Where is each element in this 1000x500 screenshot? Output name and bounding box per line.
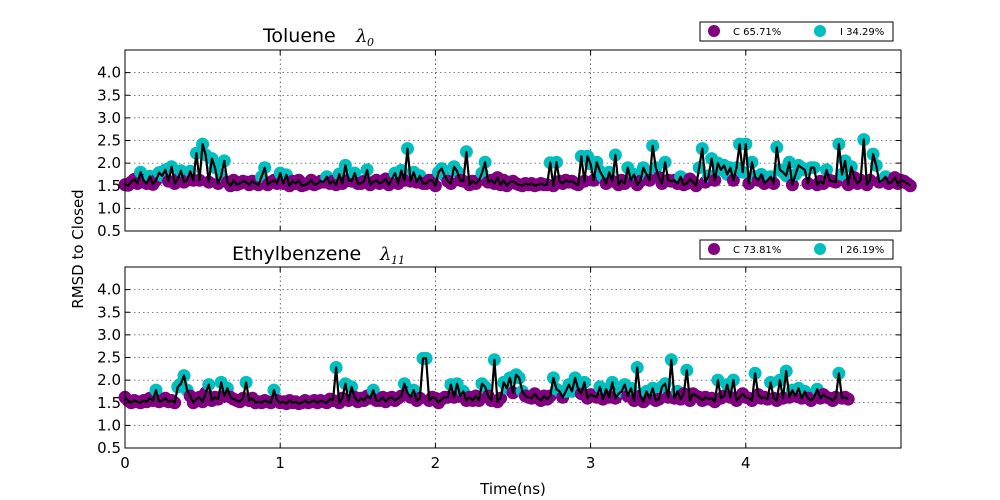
ethylbenzene-series-polyline bbox=[124, 357, 849, 405]
ethylbenzene-x-tick-label: 3 bbox=[586, 454, 596, 472]
toluene-legend: C 65.71% I 34.29% bbox=[699, 21, 894, 42]
ethylbenzene-title-subscript: 11 bbox=[391, 254, 405, 267]
toluene-y-tick-label: 2.0 bbox=[97, 154, 121, 172]
ethylbenzene-legend-box bbox=[699, 239, 894, 260]
toluene-y-tick-label: 1.0 bbox=[97, 199, 121, 217]
ethylbenzene-y-tick-label: 2.5 bbox=[97, 349, 121, 367]
toluene-title-symbol: λ bbox=[355, 26, 367, 47]
ethylbenzene-series-line bbox=[124, 357, 849, 405]
toluene-legend-box bbox=[699, 21, 894, 42]
toluene-y-tick-label: 3.5 bbox=[97, 86, 121, 104]
ethylbenzene-x-tick-label: 0 bbox=[120, 454, 130, 472]
ethylbenzene-legend-marker-c bbox=[708, 243, 720, 255]
toluene-y-tick-label: 1.5 bbox=[97, 177, 121, 195]
toluene-y-tick-label: 0.5 bbox=[97, 222, 121, 240]
y-axis-label: RMSD to Closed bbox=[69, 189, 87, 308]
toluene-legend-marker-c bbox=[708, 25, 720, 37]
toluene-title: Toluene bbox=[262, 25, 336, 47]
toluene-legend-label-c: C 65.71% bbox=[733, 27, 781, 38]
ethylbenzene-legend-marker-i bbox=[814, 243, 826, 255]
ethylbenzene-legend-label-c: C 73.81% bbox=[733, 245, 781, 256]
ethylbenzene-panel: 0.5 1.0 1.5 2.0 2.5 3.0 3.5 4.0 0 1 2 3 4 Ethylbenz… bbox=[97, 239, 902, 472]
ethylbenzene-title-symbol: λ bbox=[379, 244, 391, 265]
toluene-panel: 0.5 1.0 1.5 2.0 2.5 3.0 3.5 4.0 Toluene λ 0 C 6… bbox=[97, 21, 917, 240]
ethylbenzene-x-tick-label: 4 bbox=[741, 454, 751, 472]
toluene-legend-label-i: I 34.29% bbox=[840, 27, 884, 38]
toluene-legend-marker-i bbox=[814, 25, 826, 37]
toluene-x-ticks bbox=[124, 50, 747, 231]
ethylbenzene-legend: C 73.81% I 26.19% bbox=[699, 239, 894, 260]
ethylbenzene-y-ticks: 0.5 1.0 1.5 2.0 2.5 3.0 3.5 4.0 bbox=[97, 281, 901, 457]
ethylbenzene-y-tick-label: 3.5 bbox=[97, 303, 121, 321]
toluene-y-tick-label: 4.0 bbox=[97, 64, 121, 82]
ethylbenzene-x-ticks: 0 1 2 3 4 bbox=[120, 267, 751, 472]
ethylbenzene-legend-label-i: I 26.19% bbox=[840, 245, 884, 256]
toluene-y-tick-label: 3.0 bbox=[97, 109, 121, 127]
toluene-series-polyline bbox=[124, 138, 911, 187]
ethylbenzene-y-tick-label: 0.5 bbox=[97, 439, 121, 457]
ethylbenzene-x-tick-label: 2 bbox=[431, 454, 441, 472]
toluene-y-ticks: 0.5 1.0 1.5 2.0 2.5 3.0 3.5 4.0 bbox=[97, 64, 901, 240]
ethylbenzene-y-tick-label: 3.0 bbox=[97, 326, 121, 344]
ethylbenzene-x-tick-label: 1 bbox=[275, 454, 285, 472]
x-axis-label: Time(ns) bbox=[479, 480, 546, 498]
toluene-series-line bbox=[124, 138, 911, 187]
toluene-title-subscript: 0 bbox=[367, 36, 374, 49]
ethylbenzene-y-tick-label: 1.0 bbox=[97, 416, 121, 434]
ethylbenzene-y-tick-label: 4.0 bbox=[97, 281, 121, 299]
ethylbenzene-title: Ethylbenzene bbox=[232, 243, 361, 265]
ethylbenzene-y-tick-label: 1.5 bbox=[97, 394, 121, 412]
ethylbenzene-y-tick-label: 2.0 bbox=[97, 371, 121, 389]
toluene-y-tick-label: 2.5 bbox=[97, 132, 121, 150]
